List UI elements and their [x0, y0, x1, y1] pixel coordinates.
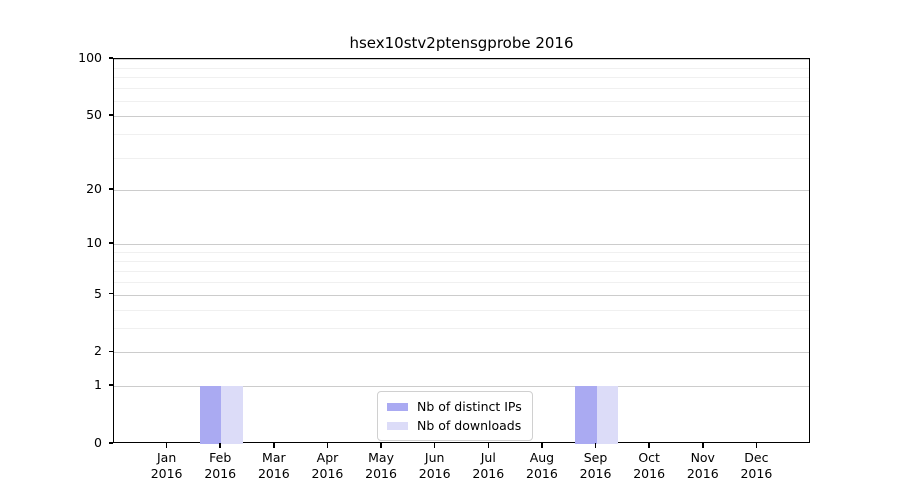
major-gridline: [114, 59, 809, 60]
y-tick-mark: [109, 57, 113, 59]
x-tick-mark: [433, 443, 436, 448]
minor-gridline: [114, 134, 809, 136]
minor-gridline: [114, 328, 809, 330]
x-axis-tick-label: Jun 2016: [418, 450, 451, 481]
y-axis-tick-label: 0: [94, 435, 102, 450]
x-tick-mark: [594, 443, 597, 448]
major-gridline: [114, 190, 809, 192]
x-tick-mark: [702, 443, 704, 448]
y-tick-mark: [109, 242, 113, 244]
x-tick-mark: [380, 443, 382, 448]
y-axis-tick-label: 5: [94, 285, 102, 301]
y-axis-tick-label: 50: [86, 107, 102, 122]
y-tick-mark: [109, 114, 113, 116]
minor-gridline: [114, 260, 809, 262]
y-axis-tick-label: 10: [86, 234, 102, 250]
bar: [575, 386, 597, 444]
legend-swatch-downloads: [387, 421, 408, 430]
legend-item-distinct-ips: Nb of distinct IPs: [387, 399, 522, 414]
legend-item-downloads: Nb of downloads: [387, 418, 522, 433]
y-axis-tick-label: 20: [86, 181, 102, 197]
legend-swatch-distinct-ips: [387, 402, 408, 411]
x-axis-tick-label: Jan 2016: [150, 450, 183, 481]
x-axis-tick-label: Jul 2016: [472, 450, 505, 481]
minor-gridline: [114, 309, 809, 311]
bar: [596, 386, 619, 444]
bar: [199, 386, 222, 444]
y-tick-mark: [109, 442, 113, 444]
major-gridline: [114, 243, 809, 245]
x-axis-tick-label: Mar 2016: [257, 450, 290, 481]
bar: [221, 386, 243, 444]
x-tick-mark: [541, 443, 543, 448]
chart-title: hsex10stv2ptensgprobe 2016: [349, 34, 574, 52]
x-axis-tick-label: Oct 2016: [633, 450, 666, 481]
minor-gridline: [114, 101, 809, 103]
minor-gridline: [114, 157, 809, 159]
x-tick-mark: [648, 443, 650, 448]
minor-gridline: [114, 67, 809, 69]
major-gridline: [114, 386, 809, 388]
legend-label-distinct-ips: Nb of distinct IPs: [417, 399, 522, 414]
x-axis-tick-label: Nov 2016: [686, 450, 719, 481]
legend-label-downloads: Nb of downloads: [417, 418, 522, 433]
minor-gridline: [114, 281, 809, 283]
y-tick-mark: [109, 384, 113, 386]
x-axis-tick-label: Aug 2016: [526, 450, 558, 481]
x-tick-mark: [219, 443, 221, 448]
x-axis-tick-label: Sep 2016: [579, 450, 612, 481]
y-axis-tick-label: 2: [94, 343, 102, 359]
x-tick-mark: [755, 443, 758, 448]
y-tick-mark: [109, 188, 113, 190]
legend: Nb of distinct IPs Nb of downloads: [377, 391, 533, 441]
x-axis-tick-label: Apr 2016: [311, 450, 344, 481]
major-gridline: [114, 116, 809, 117]
major-gridline: [114, 352, 809, 354]
y-tick-mark: [109, 292, 113, 295]
minor-gridline: [114, 77, 809, 79]
x-tick-mark: [165, 443, 168, 448]
x-axis-tick-label: May 2016: [365, 450, 397, 481]
minor-gridline: [114, 88, 809, 90]
x-tick-mark: [487, 443, 490, 448]
x-tick-mark: [273, 443, 275, 448]
y-axis-tick-label: 1: [94, 377, 102, 393]
minor-gridline: [114, 270, 809, 272]
plot-area: [113, 58, 810, 444]
x-axis-tick-label: Dec 2016: [740, 450, 773, 481]
y-axis-tick-label: 100: [78, 50, 102, 65]
x-tick-mark: [326, 443, 329, 448]
y-tick-mark: [109, 350, 113, 353]
minor-gridline: [114, 251, 809, 253]
x-axis-tick-label: Feb 2016: [204, 450, 237, 481]
major-gridline: [114, 294, 809, 296]
